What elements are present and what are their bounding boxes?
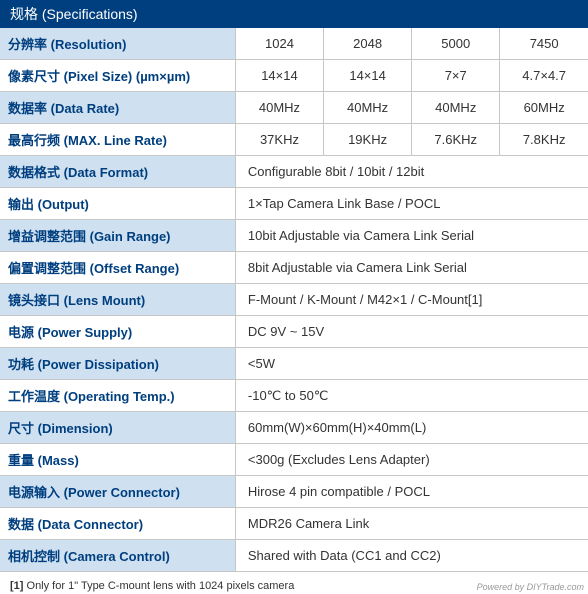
spec-value: 60MHz <box>500 92 588 124</box>
table-row: 最高行频 (MAX. Line Rate)37KHz19KHz7.6KHz7.8… <box>0 124 588 156</box>
spec-value: 2048 <box>324 28 412 60</box>
spec-value: 1×Tap Camera Link Base / POCL <box>235 188 588 220</box>
spec-label: 数据 (Data Connector) <box>0 508 235 540</box>
table-row: 尺寸 (Dimension)60mm(W)×60mm(H)×40mm(L) <box>0 412 588 444</box>
spec-label: 重量 (Mass) <box>0 444 235 476</box>
spec-value: <5W <box>235 348 588 380</box>
spec-value: 1024 <box>235 28 323 60</box>
spec-value: 40MHz <box>235 92 323 124</box>
footnote-marker: [1] <box>10 580 23 592</box>
spec-value: F-Mount / K-Mount / M42×1 / C-Mount[1] <box>235 284 588 316</box>
spec-value: 7450 <box>500 28 588 60</box>
spec-value: 14×14 <box>324 60 412 92</box>
table-row: 数据 (Data Connector)MDR26 Camera Link <box>0 508 588 540</box>
spec-label: 功耗 (Power Dissipation) <box>0 348 235 380</box>
spec-label: 尺寸 (Dimension) <box>0 412 235 444</box>
table-row: 镜头接口 (Lens Mount)F-Mount / K-Mount / M42… <box>0 284 588 316</box>
spec-value: -10℃ to 50℃ <box>235 380 588 412</box>
table-wrap: 分辨率 (Resolution)1024204850007450像素尺寸 (Pi… <box>0 28 588 572</box>
spec-label: 相机控制 (Camera Control) <box>0 540 235 572</box>
table-row: 重量 (Mass)<300g (Excludes Lens Adapter) <box>0 444 588 476</box>
spec-container: 规格 (Specifications) 奥特梅尔光电科技有限公司 分辨率 (Re… <box>0 0 588 594</box>
spec-value: Hirose 4 pin compatible / POCL <box>235 476 588 508</box>
spec-value: Configurable 8bit / 10bit / 12bit <box>235 156 588 188</box>
spec-value: 40MHz <box>412 92 500 124</box>
spec-value: 7×7 <box>412 60 500 92</box>
spec-value: DC 9V ~ 15V <box>235 316 588 348</box>
spec-label: 偏置调整范围 (Offset Range) <box>0 252 235 284</box>
spec-label: 输出 (Output) <box>0 188 235 220</box>
spec-value: 7.8KHz <box>500 124 588 156</box>
spec-value: 7.6KHz <box>412 124 500 156</box>
spec-value: 5000 <box>412 28 500 60</box>
spec-value: 8bit Adjustable via Camera Link Serial <box>235 252 588 284</box>
table-row: 数据率 (Data Rate)40MHz40MHz40MHz60MHz <box>0 92 588 124</box>
spec-value: 37KHz <box>235 124 323 156</box>
spec-label: 分辨率 (Resolution) <box>0 28 235 60</box>
spec-value: 10bit Adjustable via Camera Link Serial <box>235 220 588 252</box>
table-row: 电源输入 (Power Connector)Hirose 4 pin compa… <box>0 476 588 508</box>
spec-label: 最高行频 (MAX. Line Rate) <box>0 124 235 156</box>
spec-table: 分辨率 (Resolution)1024204850007450像素尺寸 (Pi… <box>0 28 588 572</box>
spec-value: 60mm(W)×60mm(H)×40mm(L) <box>235 412 588 444</box>
table-row: 分辨率 (Resolution)1024204850007450 <box>0 28 588 60</box>
spec-value: Shared with Data (CC1 and CC2) <box>235 540 588 572</box>
table-row: 工作温度 (Operating Temp.)-10℃ to 50℃ <box>0 380 588 412</box>
spec-value: 40MHz <box>324 92 412 124</box>
spec-label: 电源输入 (Power Connector) <box>0 476 235 508</box>
spec-value: 19KHz <box>324 124 412 156</box>
footnote-text: Only for 1" Type C-mount lens with 1024 … <box>23 580 294 592</box>
spec-label: 工作温度 (Operating Temp.) <box>0 380 235 412</box>
table-row: 电源 (Power Supply)DC 9V ~ 15V <box>0 316 588 348</box>
powered-by: Powered by DIYTrade.com <box>477 582 584 592</box>
table-row: 输出 (Output)1×Tap Camera Link Base / POCL <box>0 188 588 220</box>
table-row: 相机控制 (Camera Control)Shared with Data (C… <box>0 540 588 572</box>
table-row: 数据格式 (Data Format)Configurable 8bit / 10… <box>0 156 588 188</box>
spec-label: 数据格式 (Data Format) <box>0 156 235 188</box>
table-row: 偏置调整范围 (Offset Range)8bit Adjustable via… <box>0 252 588 284</box>
table-row: 像素尺寸 (Pixel Size) (µm×µm)14×1414×147×74.… <box>0 60 588 92</box>
table-row: 增益调整范围 (Gain Range)10bit Adjustable via … <box>0 220 588 252</box>
title-bar: 规格 (Specifications) <box>0 0 588 28</box>
spec-label: 像素尺寸 (Pixel Size) (µm×µm) <box>0 60 235 92</box>
spec-label: 增益调整范围 (Gain Range) <box>0 220 235 252</box>
spec-value: 14×14 <box>235 60 323 92</box>
spec-value: <300g (Excludes Lens Adapter) <box>235 444 588 476</box>
spec-label: 数据率 (Data Rate) <box>0 92 235 124</box>
spec-label: 镜头接口 (Lens Mount) <box>0 284 235 316</box>
spec-value: MDR26 Camera Link <box>235 508 588 540</box>
spec-value: 4.7×4.7 <box>500 60 588 92</box>
spec-label: 电源 (Power Supply) <box>0 316 235 348</box>
table-row: 功耗 (Power Dissipation)<5W <box>0 348 588 380</box>
